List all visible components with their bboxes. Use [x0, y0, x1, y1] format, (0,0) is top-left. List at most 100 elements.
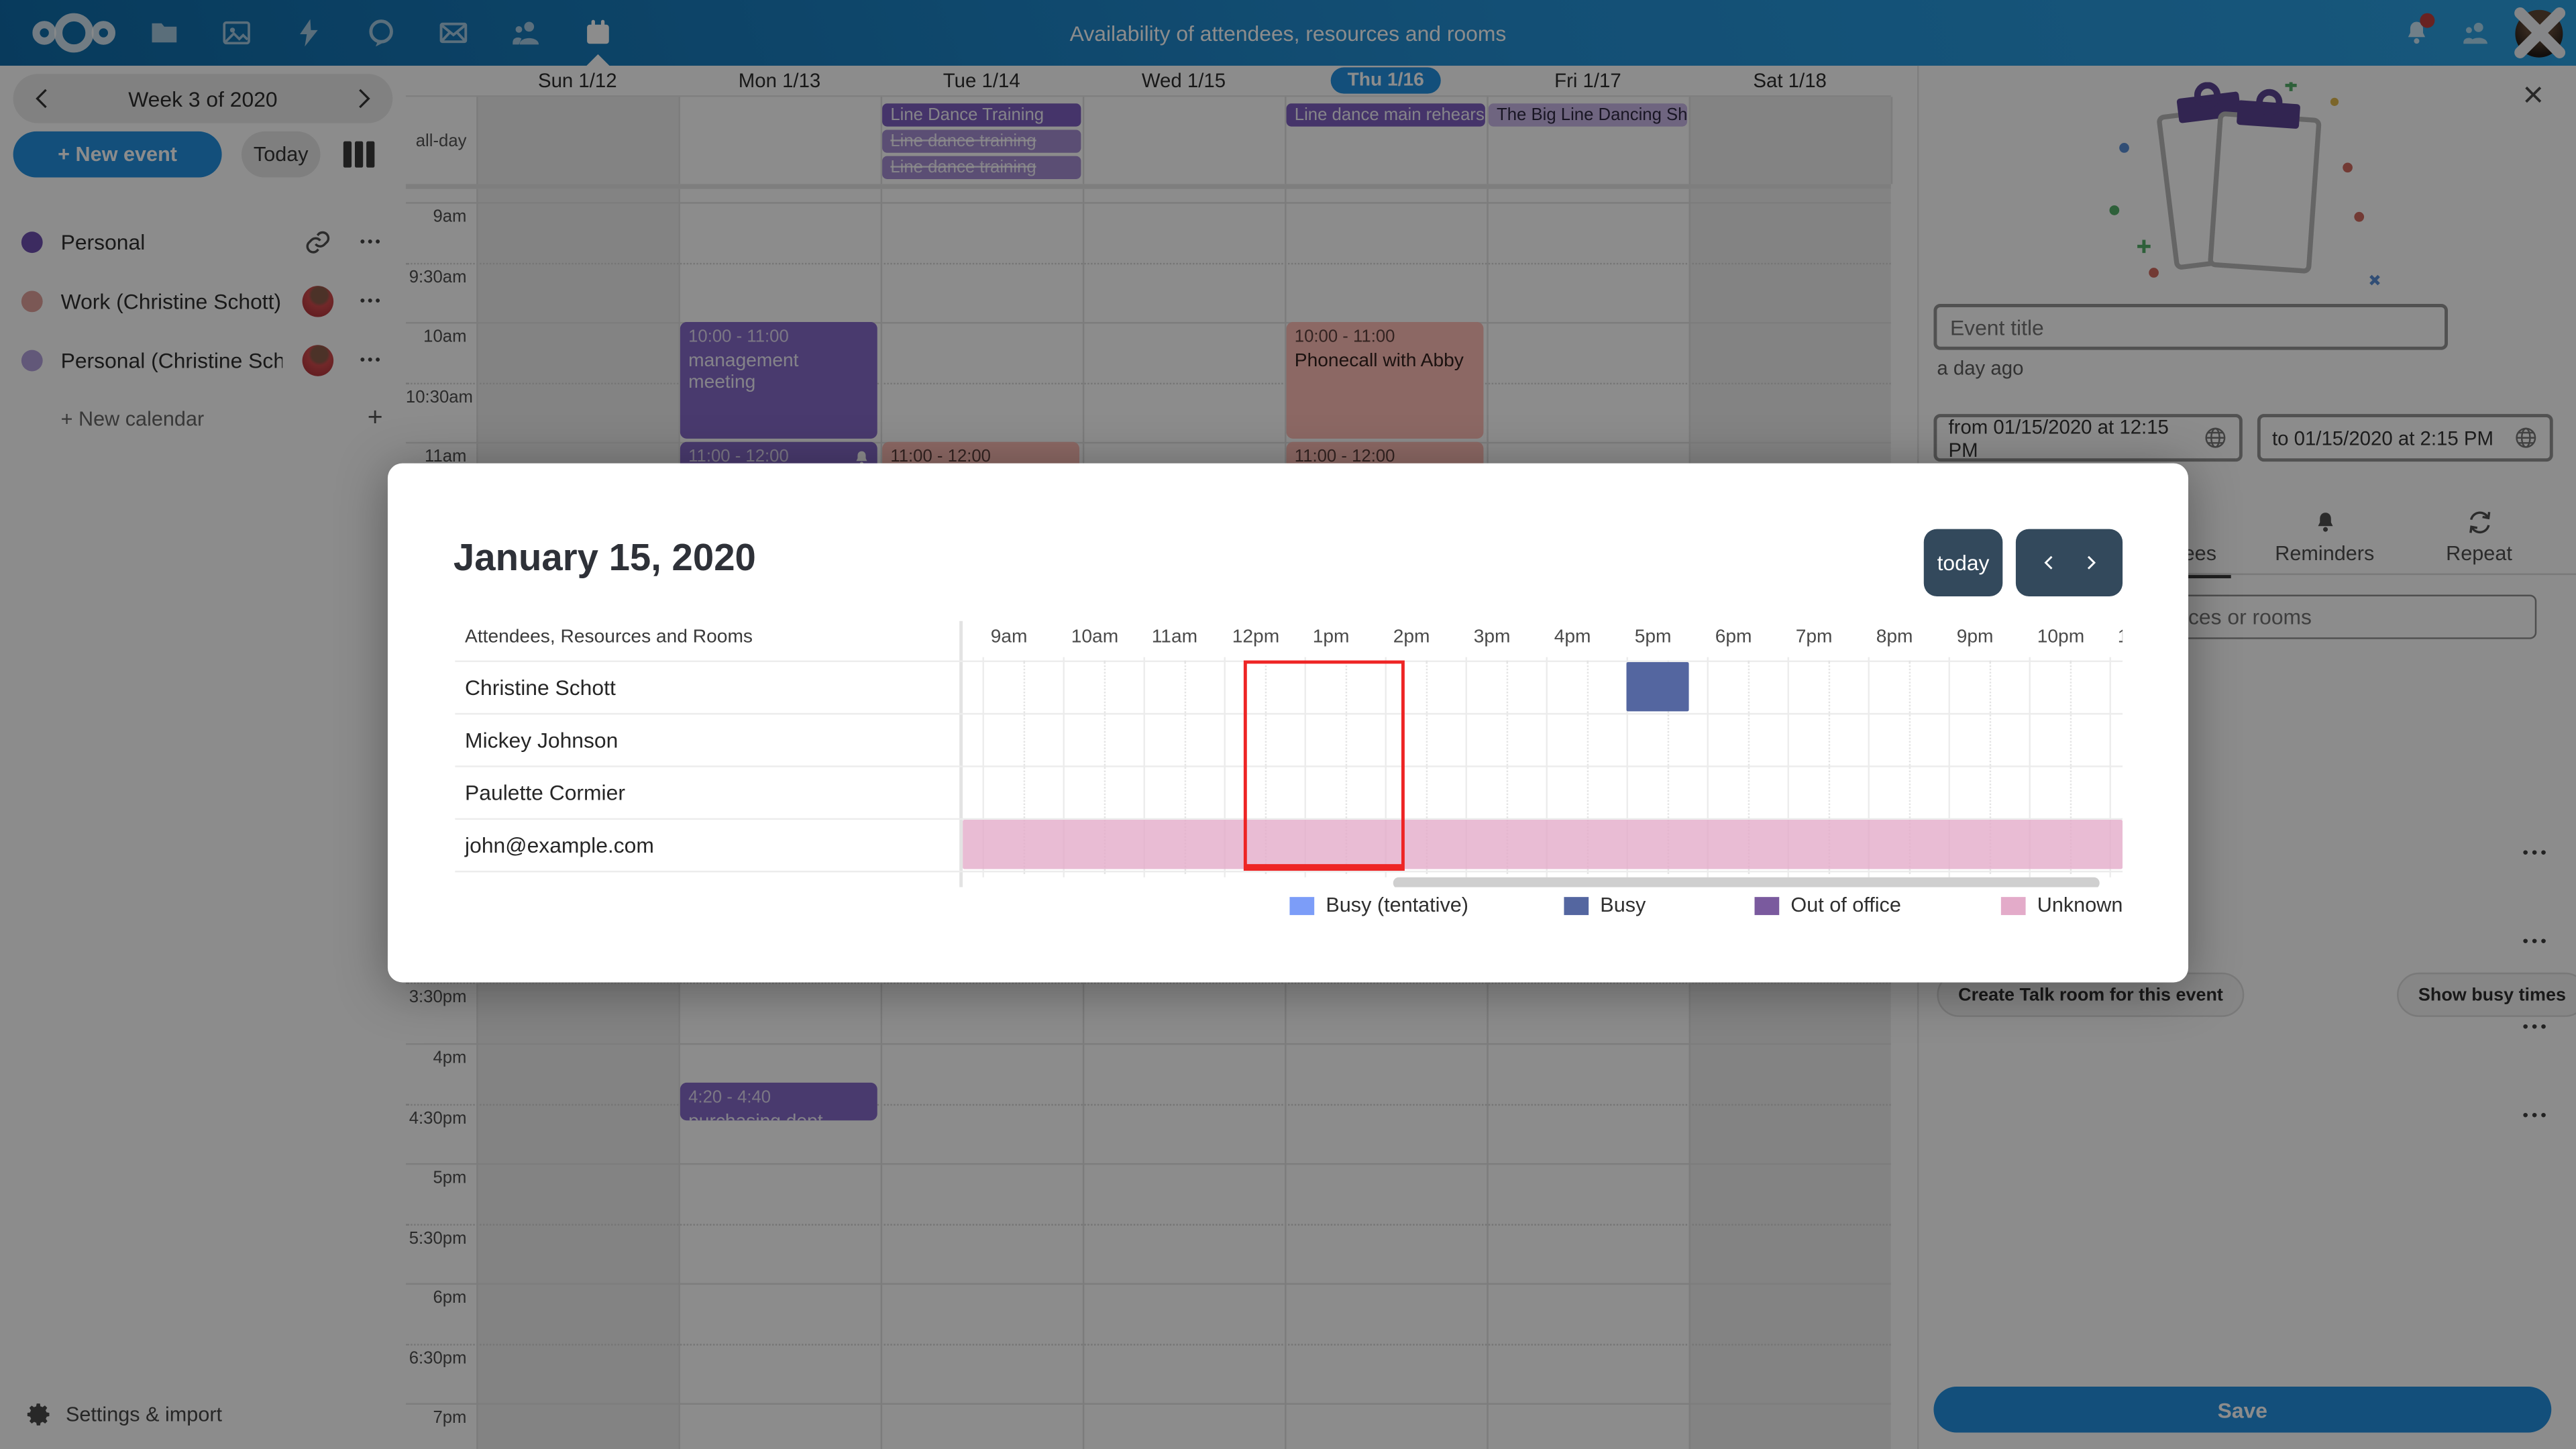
- hour-grid-line: [1224, 657, 1226, 877]
- time-axis-label: 5:30pm: [405, 1226, 472, 1250]
- hour-grid-line: [1143, 657, 1145, 877]
- app-activity-icon[interactable]: [273, 0, 345, 66]
- time-axis-label: 6pm: [405, 1287, 472, 1310]
- modal-nav-button[interactable]: [2015, 529, 2123, 596]
- day-header[interactable]: Thu 1/16: [1285, 66, 1487, 95]
- attendee-actions-menu[interactable]: •••: [2522, 1107, 2550, 1126]
- nextcloud-logo[interactable]: [23, 0, 125, 66]
- settings-import[interactable]: Settings & import: [0, 1390, 222, 1439]
- app-mail-icon[interactable]: [417, 0, 490, 66]
- from-datetime-field[interactable]: from 01/15/2020 at 12:15 PM: [1933, 414, 2243, 462]
- calendar-name: Work (Christine Schott): [60, 288, 282, 313]
- hour-label: 10am: [1071, 627, 1119, 647]
- half-hour-grid-line: [1264, 660, 1266, 874]
- show-busy-times-button[interactable]: Show busy times: [2397, 972, 2576, 1017]
- calendar-color-dot: [21, 231, 43, 252]
- save-button[interactable]: Save: [1933, 1386, 2552, 1433]
- calendar-actions-menu[interactable]: •••: [360, 233, 383, 250]
- availability-block-unknown: [963, 820, 2123, 869]
- app-talk-icon[interactable]: [345, 0, 417, 66]
- calendar-owner-avatar[interactable]: [301, 284, 333, 317]
- next-week-icon[interactable]: [350, 85, 376, 111]
- day-header[interactable]: Tue 1/14: [881, 66, 1083, 95]
- allday-event[interactable]: Line Dance Training: [882, 103, 1081, 127]
- calendar-owner-avatar[interactable]: [301, 343, 333, 376]
- globe-icon[interactable]: [2203, 425, 2228, 450]
- app-calendar-icon[interactable]: [562, 0, 635, 66]
- attendee-actions-menu[interactable]: •••: [2522, 844, 2550, 863]
- day-header[interactable]: Wed 1/15: [1083, 66, 1285, 95]
- day-header[interactable]: Sat 1/18: [1689, 66, 1891, 95]
- app-files-icon[interactable]: [128, 0, 201, 66]
- calendar-event[interactable]: 10:00 - 11:00 Phonecall with Abby: [1286, 322, 1484, 439]
- calendar-actions-menu[interactable]: •••: [360, 292, 383, 309]
- time-axis-label: 7pm: [405, 1407, 472, 1430]
- globe-icon[interactable]: [2514, 425, 2538, 450]
- contacts-menu-icon[interactable]: [2456, 13, 2496, 53]
- new-event-button[interactable]: + New event: [13, 131, 222, 178]
- view-mode-icon[interactable]: [343, 141, 375, 168]
- week-switcher[interactable]: Week 3 of 2020: [13, 74, 393, 123]
- weekend-shading: [476, 97, 679, 186]
- weekend-shading: [1688, 97, 1891, 186]
- app-contacts-icon[interactable]: [490, 0, 562, 66]
- hour-grid-line: [1465, 657, 1467, 877]
- event-time: 10:00 - 11:00: [688, 327, 789, 347]
- legend-item: Busy: [1564, 894, 1646, 917]
- event-title-input[interactable]: [1933, 304, 2448, 350]
- allday-divider: [405, 184, 1891, 189]
- hour-label: 12pm: [1232, 627, 1280, 647]
- tab-repeat[interactable]: Repeat: [2402, 509, 2556, 578]
- half-hour-grid-line: [1747, 660, 1749, 874]
- horizontal-scrollbar[interactable]: [1393, 877, 2100, 888]
- allday-event[interactable]: The Big Line Dancing Show: [1488, 103, 1688, 127]
- week-label: Week 3 of 2020: [128, 86, 278, 111]
- hour-label: 3pm: [1473, 627, 1511, 647]
- tab-reminders[interactable]: Reminders: [2247, 509, 2402, 578]
- selected-time-range[interactable]: [1244, 660, 1405, 871]
- hour-grid-line: [1546, 657, 1548, 877]
- share-link-icon[interactable]: [301, 225, 333, 258]
- close-icon[interactable]: ×: [2522, 74, 2544, 115]
- day-header[interactable]: Sun 1/12: [476, 66, 678, 95]
- calendar-actions-menu[interactable]: •••: [360, 352, 383, 368]
- notifications-bell-icon[interactable]: [2397, 13, 2436, 53]
- availability-timeline[interactable]: 9am 10am 11am 12pm 1pm 2pm 3pm 4pm 5pm 6pm 7pm 8pm 9…: [963, 621, 2123, 888]
- time-axis-label: 10:30am: [405, 385, 473, 409]
- allday-event[interactable]: Line dance main rehearsal: [1286, 103, 1485, 127]
- avatar[interactable]: [2514, 6, 2566, 58]
- new-calendar-button[interactable]: + New calendar +: [0, 389, 406, 448]
- tab-label: Reminders: [2275, 542, 2375, 566]
- table-row-border: [455, 818, 2123, 820]
- calendar-list-item[interactable]: Personal (Christine Scho…) •••: [0, 330, 406, 389]
- modal-today-button[interactable]: today: [1923, 529, 2003, 596]
- day-header[interactable]: Fri 1/17: [1487, 66, 1688, 95]
- hour-label: 8pm: [1876, 627, 1913, 647]
- chevron-right-icon[interactable]: [2081, 552, 2099, 574]
- day-header[interactable]: Mon 1/13: [678, 66, 880, 95]
- to-datetime-field[interactable]: to 01/15/2020 at 2:15 PM: [2257, 414, 2553, 462]
- day-header-label: Wed 1/15: [1141, 68, 1226, 93]
- today-button[interactable]: Today: [241, 131, 321, 178]
- hour-grid-line: [1385, 657, 1387, 877]
- prev-week-icon[interactable]: [30, 85, 56, 111]
- chevron-left-icon[interactable]: [2039, 552, 2057, 574]
- calendar-event[interactable]: 10:00 - 11:00 management meeting: [680, 322, 877, 439]
- attendee-actions-menu[interactable]: •••: [2522, 933, 2550, 951]
- day-header-label: Tue 1/14: [943, 68, 1020, 93]
- calendar-list-item[interactable]: Personal •••: [0, 212, 406, 271]
- app-photos-icon[interactable]: [201, 0, 273, 66]
- calendar-list-item[interactable]: Work (Christine Schott) •••: [0, 271, 406, 330]
- hour-grid-line: [982, 657, 984, 877]
- hour-grid-line: [1626, 657, 1628, 877]
- day-column-border: [1487, 97, 1489, 184]
- attendee-actions-menu[interactable]: •••: [2522, 1018, 2550, 1037]
- allday-event[interactable]: Line dance training: [882, 156, 1081, 179]
- event-title: management meeting: [688, 352, 799, 393]
- half-hour-grid-line: [1022, 660, 1024, 874]
- day-column-border: [1082, 97, 1085, 184]
- day-column-border: [1688, 97, 1690, 184]
- calendar-event[interactable]: 4:20 - 4:40 purchasing dept: [680, 1083, 877, 1120]
- allday-event[interactable]: Line dance training: [882, 129, 1081, 153]
